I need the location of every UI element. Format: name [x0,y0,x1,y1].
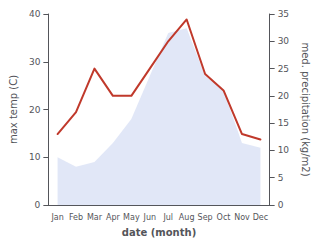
svg-text:20: 20 [278,91,290,101]
svg-text:30: 30 [29,57,41,67]
svg-text:5: 5 [278,173,284,183]
svg-text:max temp (C): max temp (C) [8,75,19,144]
svg-text:date (month): date (month) [122,227,196,238]
svg-text:Sep: Sep [198,213,213,222]
svg-text:Jul: Jul [162,213,173,222]
svg-text:0: 0 [278,200,284,210]
svg-text:35: 35 [278,9,289,19]
svg-text:40: 40 [29,9,41,19]
svg-text:10: 10 [29,152,41,162]
svg-text:Jun: Jun [143,213,157,222]
svg-text:20: 20 [29,105,41,115]
svg-text:Apr: Apr [106,213,121,222]
svg-text:15: 15 [278,118,289,128]
svg-text:Aug: Aug [179,213,195,222]
svg-text:0: 0 [35,200,41,210]
svg-text:25: 25 [278,64,289,74]
svg-text:10: 10 [278,145,290,155]
svg-text:Jan: Jan [50,213,63,222]
svg-text:Dec: Dec [253,213,268,222]
svg-text:30: 30 [278,36,290,46]
svg-text:Nov: Nov [234,213,250,222]
svg-text:Oct: Oct [217,213,231,222]
svg-text:med. precipitation (kg/m2): med. precipitation (kg/m2) [300,42,311,176]
svg-text:Mar: Mar [87,213,103,222]
svg-text:Feb: Feb [69,213,83,222]
svg-text:May: May [123,213,140,222]
